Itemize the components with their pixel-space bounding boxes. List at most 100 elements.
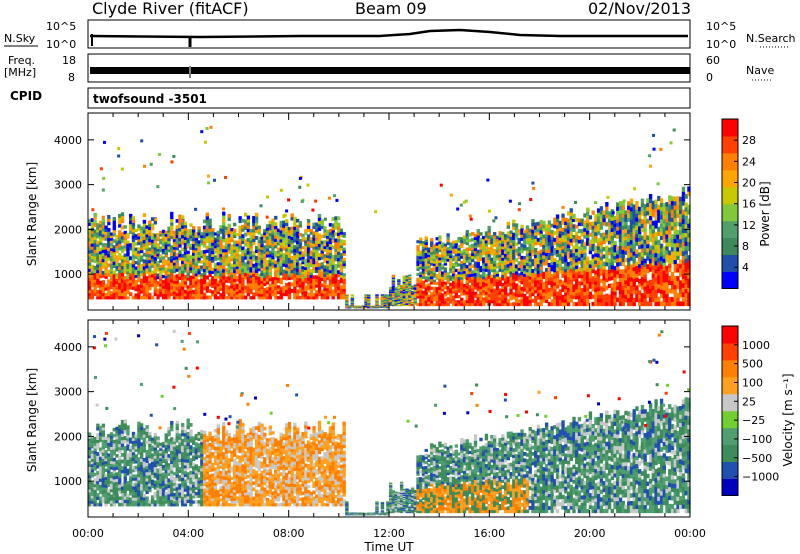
echo-cell [566, 251, 571, 256]
echo-cell [528, 293, 532, 298]
echo-cell [145, 233, 149, 238]
echo-cell [509, 276, 513, 281]
echo-cell [471, 276, 475, 280]
echo-cell [479, 288, 483, 293]
echo-cell [569, 223, 573, 228]
echo-cell [588, 225, 593, 230]
echo-cell [312, 260, 316, 265]
echo-cell [306, 286, 311, 291]
echo-cell [517, 299, 521, 304]
echo-cell [657, 274, 661, 280]
echo-cell [268, 295, 272, 300]
echo-cell [580, 242, 584, 247]
echo-cell [525, 268, 530, 273]
echo-cell [580, 246, 584, 251]
echo-cell [610, 220, 614, 225]
echo-cell [416, 282, 420, 287]
echo-cell [547, 245, 552, 250]
echo-cell [662, 285, 666, 291]
echo-cell [468, 256, 472, 260]
echo-cell [205, 235, 209, 240]
echo-cell [528, 287, 532, 292]
echo-cell [596, 223, 601, 228]
echo-cell [449, 292, 453, 297]
echo-cell [304, 250, 308, 254]
echo-cell [101, 289, 106, 294]
echo-cell [457, 287, 461, 291]
echo-cell [665, 289, 669, 295]
echo-cell [487, 299, 491, 304]
echo-cell [566, 254, 571, 259]
echo-cell [358, 305, 363, 307]
echo-cell [457, 273, 461, 278]
echo-cell [254, 269, 259, 273]
echo-cell [542, 281, 546, 286]
echo-cell [290, 233, 294, 237]
echo-cell [265, 280, 270, 285]
echo-cell [555, 263, 560, 268]
echo-cell [189, 295, 193, 300]
echo-cell [534, 225, 538, 230]
echo-cell [233, 284, 237, 288]
echo-cell [476, 296, 480, 301]
echo-cell [290, 288, 294, 293]
echo-cell [394, 294, 398, 297]
echo-cell [115, 245, 119, 249]
echo-cell [408, 279, 412, 282]
echo-cell [591, 265, 595, 270]
echo-cell [331, 245, 335, 250]
echo-cell [126, 270, 130, 275]
echo-cell [123, 225, 127, 229]
echo-cell [654, 297, 658, 303]
echo-cell [648, 254, 653, 259]
echo-cell [462, 273, 467, 277]
echo-cell [514, 296, 519, 300]
echo-cell [523, 258, 527, 263]
echo-cell [197, 245, 201, 250]
echo-cell [673, 292, 677, 298]
echo-cell [118, 240, 122, 244]
echo-cell [254, 292, 259, 297]
echo-cell [627, 273, 631, 279]
echo-cell [139, 287, 144, 291]
echo-cell [665, 273, 669, 279]
echo-cell [148, 220, 152, 225]
echo-cell [621, 201, 625, 206]
echo-cell [599, 210, 604, 215]
echo-cell [446, 258, 450, 262]
echo-cell [555, 274, 560, 279]
echo-cell [397, 287, 401, 290]
echo-cell [274, 286, 278, 290]
echo-cell [610, 235, 614, 240]
echo-cell [189, 223, 193, 227]
echo-cell [465, 282, 469, 286]
echo-cell [629, 223, 634, 228]
echo-cell [621, 297, 625, 303]
echo-cell [137, 224, 141, 228]
echo-cell [88, 271, 92, 275]
echo-cell [326, 287, 330, 292]
echo-cell [285, 292, 289, 297]
echo-cell [498, 288, 502, 292]
echo-cell [596, 208, 601, 213]
echo-cell [181, 234, 185, 239]
echo-cell [550, 283, 554, 288]
echo-cell [118, 285, 122, 290]
echo-cell [451, 300, 456, 304]
echo-cell [503, 239, 508, 243]
echo-cell [616, 218, 620, 223]
echo-cell [430, 240, 434, 245]
echo-cell [397, 284, 401, 286]
echo-cell [342, 285, 346, 290]
echo-cell [153, 259, 158, 264]
echo-cell [394, 286, 398, 289]
echo-cell [492, 294, 497, 298]
echo-cell [279, 232, 283, 237]
echo-cell [339, 290, 344, 294]
echo-cell [334, 222, 338, 227]
echo-cell [315, 234, 319, 238]
echo-cell [643, 211, 647, 217]
echo-cell [627, 229, 631, 234]
echo-cell [383, 300, 387, 302]
echo-cell [189, 278, 193, 282]
